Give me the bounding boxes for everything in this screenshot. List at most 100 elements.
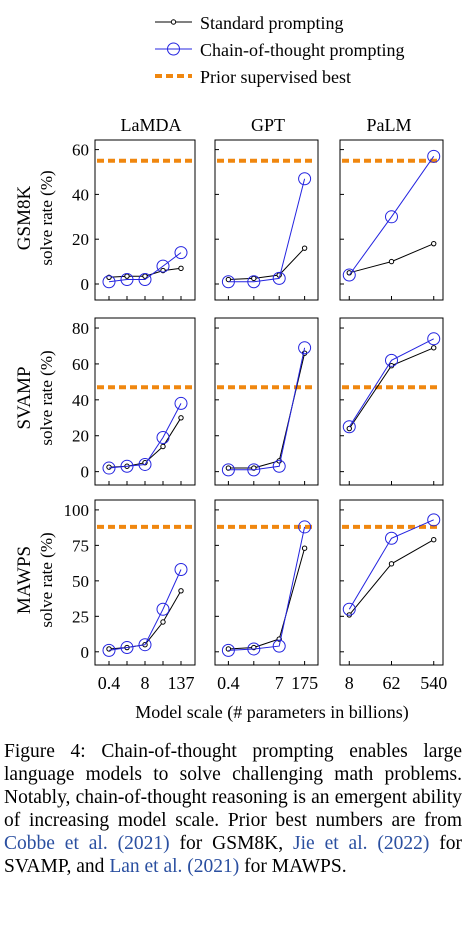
column-title-palm: PaLM [367, 115, 412, 135]
y-tick-label-gsm8k-40: 40 [72, 185, 89, 204]
point-cot-svamp-lamda-137 [174, 396, 188, 410]
y-tick-label-mawps-100: 100 [64, 501, 90, 520]
point-standard-gsm8k-lamda-137 [178, 265, 184, 272]
panel-frame-svamp-lamda [94, 317, 196, 486]
point-cot-svamp-gpt-175 [298, 341, 312, 355]
citation-lan[interactable]: Lan et al. (2021) [109, 856, 240, 877]
legend-cot-label: Chain-of-thought prompting [200, 40, 404, 60]
row-title-svamp: SVAMP [14, 366, 35, 429]
panel-gsm8k-gpt [214, 139, 319, 301]
point-cot-mawps-palm-8 [342, 602, 356, 616]
caption-text-4: for MAWPS. [244, 856, 347, 877]
series-line-standard-gsm8k-gpt [228, 247, 305, 280]
point-standard-gsm8k-lamda-2 [124, 273, 130, 279]
point-cot-mawps-lamda-68 [156, 602, 170, 616]
y-tick-label-mawps-50: 50 [72, 572, 89, 591]
panel-svamp-gpt [214, 317, 319, 486]
point-cot-mawps-gpt-175 [298, 520, 312, 534]
point-standard-mawps-lamda-137 [178, 588, 184, 594]
panel-frame-gsm8k-gpt [214, 139, 319, 301]
caption-label: Figure 4: [4, 741, 86, 762]
series-line-cot-mawps-gpt [228, 526, 306, 651]
panel-frame-mawps-lamda [94, 499, 196, 666]
y-tick-label-svamp-40: 40 [72, 391, 89, 410]
point-standard-gsm8k-palm-540 [431, 240, 437, 247]
panel-gsm8k-lamda: 0 20 40 60 [72, 139, 196, 301]
point-cot-gsm8k-gpt-0-4 [221, 275, 235, 289]
x-tick-label-gpt-0-4: 0.4 [217, 673, 240, 693]
chain-of-thought-figure: Standard prompting Chain-of-thought prom… [14, 13, 447, 723]
citation-cobbe[interactable]: Cobbe et al. (2021) [4, 833, 170, 854]
y-tick-label-gsm8k-60: 60 [72, 141, 89, 160]
point-standard-gsm8k-gpt-0-4 [225, 276, 232, 283]
point-cot-mawps-gpt-7 [272, 639, 286, 653]
y-tick-label-mawps-0: 0 [81, 643, 90, 662]
series-line-standard-svamp-lamda [108, 417, 182, 468]
panel-frame-mawps-gpt [214, 499, 319, 666]
y-axis-label-gsm8k: solve rate (%) [37, 170, 56, 265]
panel-frame-svamp-gpt [214, 317, 319, 486]
panel-svamp-lamda: 0 20 40 60 80 [72, 317, 196, 486]
panel-svamp-palm [339, 317, 444, 486]
point-cot-svamp-lamda-68 [156, 431, 170, 445]
series-line-cot-svamp-gpt [228, 347, 306, 471]
x-tick-label-lamda-8: 8 [141, 673, 150, 693]
point-cot-mawps-lamda-2 [120, 641, 134, 655]
point-standard-mawps-palm-62 [388, 561, 395, 567]
point-cot-svamp-palm-8 [342, 420, 356, 434]
point-cot-mawps-lamda-137 [174, 562, 188, 576]
point-cot-gsm8k-gpt-1-3 [247, 275, 261, 289]
point-cot-svamp-palm-62 [385, 353, 398, 367]
panel-frame-mawps-palm [339, 499, 444, 666]
point-standard-svamp-palm-8 [346, 425, 352, 432]
legend-standard-swatch-marker [170, 19, 177, 25]
point-cot-svamp-palm-540 [427, 332, 441, 346]
y-tick-label-svamp-0: 0 [81, 463, 90, 482]
legend: Standard prompting Chain-of-thought prom… [155, 13, 404, 87]
row-title-gsm8k: GSM8K [14, 186, 35, 251]
x-tick-label-lamda-0-4: 0.4 [98, 673, 121, 693]
point-cot-svamp-lamda-0-4 [102, 461, 116, 475]
point-standard-gsm8k-lamda-8 [142, 273, 148, 279]
series-line-standard-mawps-lamda [108, 590, 182, 650]
y-axis-label-mawps: solve rate (%) [37, 532, 56, 627]
point-cot-mawps-lamda-8 [138, 638, 152, 652]
panel-gsm8k-palm [339, 139, 444, 301]
y-tick-label-svamp-60: 60 [72, 355, 89, 374]
series-line-standard-svamp-gpt [228, 353, 306, 469]
point-standard-gsm8k-gpt-1-3 [251, 275, 257, 282]
point-cot-svamp-lamda-2 [120, 459, 134, 473]
point-cot-gsm8k-lamda-8 [138, 273, 152, 287]
point-cot-gsm8k-lamda-137 [174, 246, 188, 260]
column-title-gpt: GPT [251, 115, 285, 135]
point-standard-svamp-lamda-68 [160, 443, 166, 450]
point-cot-gsm8k-palm-62 [385, 210, 398, 224]
point-cot-mawps-palm-540 [427, 513, 441, 527]
point-cot-mawps-lamda-0-4 [102, 643, 116, 657]
citation-jie[interactable]: Jie et al. (2022) [293, 833, 430, 854]
caption-text-2: for GSM8K, [179, 833, 284, 854]
panel-frame-svamp-palm [339, 317, 444, 486]
point-cot-svamp-gpt-1-3 [247, 463, 261, 477]
point-cot-gsm8k-palm-540 [427, 149, 441, 163]
legend-standard-label: Standard prompting [200, 13, 343, 33]
y-tick-label-mawps-25: 25 [72, 607, 89, 626]
x-tick-label-palm-62: 62 [383, 673, 401, 693]
x-tick-label-palm-540: 540 [420, 673, 447, 693]
figure-caption: Figure 4: Chain-of-thought prompting ena… [4, 740, 462, 878]
point-standard-gsm8k-palm-62 [388, 258, 395, 265]
series-line-cot-svamp-palm [348, 338, 434, 428]
panels: 0 20 40 60 0 20 40 60 80 0 25 50 75 100 0.4 8 137 0.4 7 175… [64, 139, 447, 693]
column-titles: LaMDA GPT PaLM [121, 115, 412, 135]
point-cot-svamp-gpt-0-4 [221, 463, 235, 477]
y-tick-label-gsm8k-20: 20 [72, 230, 89, 249]
point-cot-gsm8k-gpt-175 [298, 172, 312, 186]
caption-text-3: for SVAMP, and [4, 833, 463, 877]
series-line-standard-mawps-gpt [228, 548, 306, 650]
point-cot-gsm8k-lamda-68 [156, 259, 170, 273]
legend-cot-swatch-marker [167, 42, 180, 56]
point-standard-mawps-lamda-68 [160, 619, 166, 625]
x-tick-label-palm-8: 8 [345, 673, 354, 693]
point-cot-svamp-lamda-8 [138, 457, 152, 471]
point-cot-mawps-palm-62 [385, 531, 398, 545]
